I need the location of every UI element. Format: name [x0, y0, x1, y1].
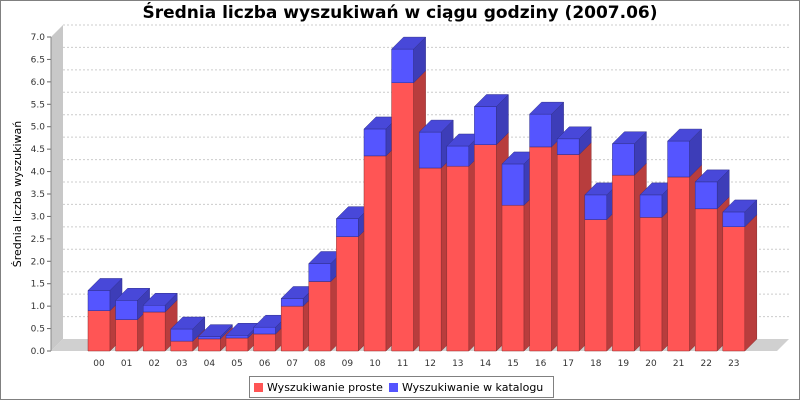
bar-22-series-1 [694, 169, 730, 210]
x-tick-label: 01 [121, 359, 132, 369]
bar-00-series-1 [87, 277, 123, 312]
y-tick-label: 5.5 [31, 100, 45, 110]
y-tick-label: 4.5 [31, 145, 45, 155]
chart-title: Średnia liczba wyszukiwań w ciągu godzin… [142, 3, 658, 23]
x-tick-label: 13 [452, 359, 463, 369]
x-tick-label: 19 [618, 359, 630, 369]
legend-swatch [254, 382, 263, 392]
legend-item-series-0: Wyszukiwanie proste [254, 381, 383, 394]
x-tick-label: 09 [342, 359, 354, 369]
x-tick-label: 17 [562, 359, 573, 369]
y-axis-label: Średnia liczba wyszukiwań [11, 121, 24, 268]
x-tick-label: 18 [590, 359, 602, 369]
bar-19-series-1 [611, 131, 648, 176]
x-tick-label: 07 [286, 359, 297, 369]
legend-label: Wyszukiwanie proste [267, 380, 383, 394]
x-tick-label: 16 [535, 359, 547, 369]
x-tick-label: 11 [397, 359, 408, 369]
x-tick-label: 08 [314, 359, 326, 369]
bar-01-series-1 [114, 287, 151, 321]
y-tick-label: 4.0 [31, 168, 46, 178]
y-tick-label: 0.5 [31, 325, 45, 335]
x-tick-label: 00 [93, 359, 105, 369]
y-tick-label: 6.5 [31, 55, 45, 65]
bar-03-series-1 [170, 316, 206, 342]
bar-02-series-1 [142, 292, 178, 313]
y-tick-label: 6.0 [31, 78, 46, 88]
y-tick-label: 7.0 [31, 33, 46, 43]
bar-14-series-1 [473, 93, 510, 146]
bar-11-series-1 [390, 36, 427, 84]
y-tick-label: 1.0 [31, 302, 46, 312]
x-tick-label: 02 [148, 359, 159, 369]
y-tick-label: 2.5 [31, 235, 45, 245]
legend-swatch [388, 382, 398, 392]
x-tick-label: 22 [700, 359, 711, 369]
bar-21-series-1 [666, 128, 703, 178]
y-tick-label: 2.0 [31, 257, 46, 267]
bar-23-series-0 [722, 214, 758, 352]
legend-label: Wyszukiwanie w katalogu [401, 380, 544, 394]
y-tick-label: 1.5 [31, 280, 45, 290]
x-tick-label: 12 [424, 359, 435, 369]
x-tick-label: 10 [369, 359, 381, 369]
x-tick-label: 04 [204, 359, 216, 369]
y-tick-label: 5.0 [31, 123, 46, 133]
x-tick-label: 03 [176, 359, 187, 369]
x-tick-label: 05 [231, 359, 242, 369]
x-tick-label: 14 [480, 359, 492, 369]
x-tick-label: 21 [673, 359, 684, 369]
y-tick-label: 3.5 [31, 190, 45, 200]
side-wall [51, 25, 63, 351]
x-tick-label: 20 [645, 359, 657, 369]
bar-17-series-1 [556, 126, 592, 156]
legend: Wyszukiwanie proste Wyszukiwanie w katal… [249, 376, 555, 398]
y-tick-label: 3.0 [31, 212, 46, 222]
bar-04-series-1 [197, 324, 234, 340]
x-tick-label: 23 [728, 359, 739, 369]
y-tick-label: 0.0 [31, 347, 46, 357]
x-tick-label: 15 [507, 359, 518, 369]
bar-23-series-1 [722, 199, 758, 228]
legend-item-series-1: Wyszukiwanie w katalogu [388, 380, 544, 394]
x-tick-label: 06 [259, 359, 271, 369]
